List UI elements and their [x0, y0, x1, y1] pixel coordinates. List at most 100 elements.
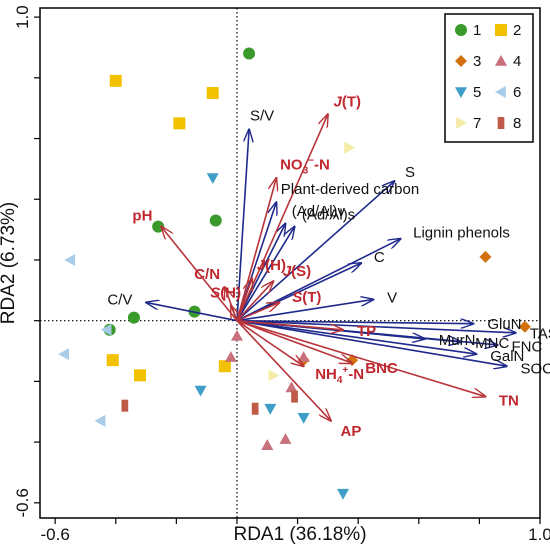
axes: -0.6 1.0 1.0 -0.6 RDA1 (36.18%) RDA2 (6.73%)	[0, 5, 550, 545]
sample-point-group-2	[134, 369, 146, 382]
legend-symbol-2	[495, 24, 507, 36]
response-label-s-v: S/V	[250, 107, 274, 124]
response-label-c: C	[374, 249, 385, 266]
legend-label-8: 8	[513, 115, 521, 132]
sample-point-group-2	[173, 117, 186, 130]
sample-point-group-2	[109, 74, 122, 87]
legend-symbol-5	[455, 87, 467, 98]
response-vectors	[146, 129, 516, 366]
x-axis-title: RDA1 (36.18%)	[233, 524, 366, 545]
sample-point-group-4	[297, 351, 310, 362]
response-label-c-v: C/V	[107, 292, 132, 309]
environment-arrow-j-h	[236, 278, 252, 321]
environment-label-bnc: BNC	[365, 360, 398, 377]
environment-arrow-nh4-n	[236, 320, 304, 367]
sample-point-group-5	[264, 403, 277, 415]
sample-point-group-6	[94, 414, 106, 427]
environment-label-j-t: J(T)	[334, 93, 362, 110]
sample-point-group-3	[479, 250, 492, 263]
environment-arrow-j-s	[236, 281, 273, 322]
response-arrow-soc	[236, 319, 507, 367]
sample-point-group-3	[518, 320, 531, 333]
sample-point-group-5	[337, 488, 350, 500]
environment-arrow-ph	[161, 227, 238, 322]
environment-label-tn: TN	[499, 393, 519, 410]
response-label-fnc: FNC	[512, 338, 543, 355]
sample-point-group-2	[206, 87, 219, 99]
sample-point-group-5	[194, 385, 207, 397]
environment-arrow-tp	[236, 319, 343, 330]
sample-point-group-5	[206, 173, 219, 184]
legend-label-2: 2	[513, 22, 521, 39]
sample-point-group-4	[224, 351, 237, 362]
legend-symbol-1	[455, 24, 467, 36]
sample-point-group-2	[106, 354, 119, 367]
sample-point-group-1	[127, 311, 140, 324]
response-label-ad-al-v: (Ad/Al)v	[292, 203, 346, 220]
sample-point-group-8	[251, 402, 259, 415]
response-arrow-tass	[236, 319, 516, 333]
sample-point-group-8	[121, 399, 129, 412]
environment-label-c-n: C/N	[194, 266, 220, 283]
sample-point-group-4	[261, 439, 274, 450]
sample-point-group-6	[64, 253, 76, 266]
response-label-ad-al-s: (Ad/Al)s	[302, 207, 355, 224]
response-arrow-v	[236, 299, 373, 322]
sample-point-group-4	[230, 329, 243, 341]
environment-label-j-s: J(S)	[283, 263, 311, 280]
sample-point-group-7	[268, 369, 280, 382]
response-arrow-c-v	[146, 302, 238, 322]
environment-label-no3-n: NO3−-N	[280, 156, 330, 177]
legend-label-7: 7	[473, 115, 481, 132]
legend-symbol-7	[456, 117, 467, 129]
environment-arrow-no3-n	[236, 178, 276, 321]
response-arrow-s	[236, 181, 395, 322]
environment-arrow-s-h	[231, 306, 237, 321]
environment-label-nh4-n: NH4+-N	[315, 365, 364, 386]
environment-label-tp: TP	[357, 323, 376, 340]
legend-label-6: 6	[513, 84, 521, 101]
sample-point-group-1	[152, 220, 165, 233]
legend-symbol-6	[495, 86, 506, 98]
response-arrow-glun	[236, 321, 473, 324]
sample-point-group-7	[344, 141, 356, 154]
x-tick-label: -0.6	[41, 525, 70, 544]
response-arrow-ad-al-v	[236, 224, 285, 322]
sample-point-group-5	[297, 413, 310, 424]
sample-point-group-4	[279, 433, 292, 444]
response-arrow-ad-al-s	[236, 227, 295, 322]
legend-label-4: 4	[513, 53, 521, 70]
sample-point-group-2	[218, 360, 231, 373]
environment-arrow-ap	[236, 320, 331, 421]
environment-vectors	[161, 114, 485, 421]
response-arrow-lignin-phenols	[236, 239, 401, 322]
legend: 1 2 3 4 5 6 7 8	[444, 13, 534, 143]
environment-arrow-s-t	[236, 302, 279, 322]
y-tick-label: -0.6	[13, 488, 32, 517]
environment-label-ph: pH	[132, 208, 152, 225]
plot-frame	[39, 7, 541, 519]
response-label-s: S	[405, 164, 415, 181]
environment-label-s-h: S(H)	[210, 284, 241, 301]
response-label-plant-derived-carbon: Plant-derived carbon	[281, 181, 419, 198]
y-tick-label: 1.0	[13, 5, 32, 29]
legend-symbol-8	[497, 117, 505, 129]
sample-point-group-1	[209, 214, 222, 227]
environment-arrow-tn	[236, 319, 485, 397]
legend-symbol-4	[495, 55, 507, 66]
environment-label-s-t: S(T)	[292, 289, 321, 306]
response-label-soc: SOC	[520, 361, 550, 378]
response-arrow-s-v	[236, 129, 249, 321]
environment-label-ap: AP	[340, 423, 361, 440]
legend-label-3: 3	[473, 53, 481, 70]
reference-lines	[40, 8, 540, 518]
x-tick-label: 1.0	[528, 525, 550, 544]
response-arrow-galn	[236, 319, 476, 354]
sample-point-group-4	[285, 381, 298, 393]
response-label-v: V	[387, 289, 397, 306]
response-label-galn: GalN	[490, 348, 524, 365]
response-label-lignin-phenols: Lignin phenols	[413, 224, 510, 241]
